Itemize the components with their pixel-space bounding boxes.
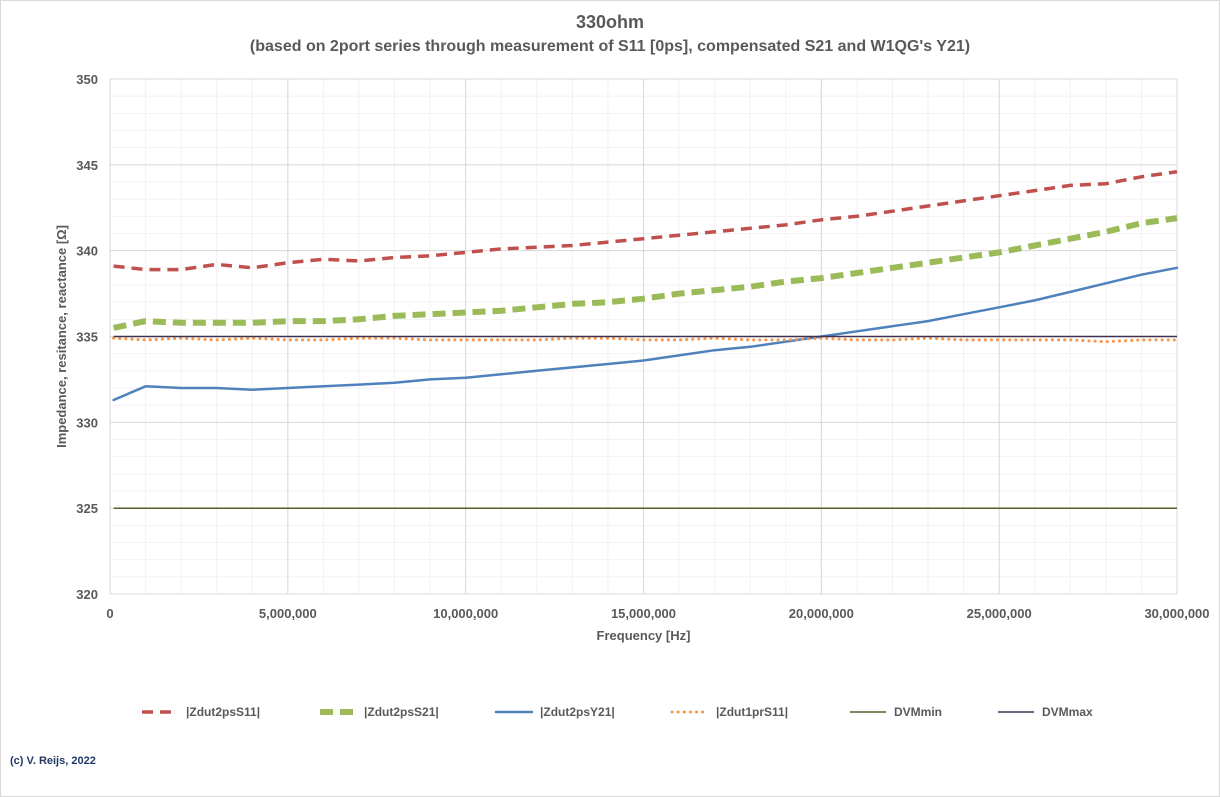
legend-label: |Zdut2psS21| xyxy=(364,705,439,719)
x-tick-label: 30,000,000 xyxy=(1144,606,1209,621)
legend-item: |Zdut1prS11| xyxy=(670,700,788,724)
y-tick-label: 345 xyxy=(76,158,98,173)
series-lines xyxy=(112,169,1179,509)
y-axis-ticks: 320 325 330 335 340 345 350 xyxy=(76,72,98,602)
legend-item: |Zdut2psS11| xyxy=(140,700,260,724)
legend-swatch xyxy=(850,711,886,713)
y-axis-label: Impedance, resitance, reactance [Ω] xyxy=(54,225,69,448)
x-tick-label: 0 xyxy=(106,606,113,621)
y-tick-label: 325 xyxy=(76,501,98,516)
y-tick-label: 340 xyxy=(76,244,98,259)
legend-swatch xyxy=(670,710,710,714)
legend-label: |Zdut1prS11| xyxy=(716,705,789,719)
chart-legend: |Zdut2psS11| |Zdut2psS21| |Zdut2psY21| |Zdu… xyxy=(0,700,1220,724)
y-tick-label: 320 xyxy=(76,587,98,602)
legend-item: DVMmin xyxy=(848,700,942,724)
legend-swatch xyxy=(142,710,178,714)
x-tick-label: 25,000,000 xyxy=(967,606,1032,621)
legend-label: DVMmin xyxy=(894,705,942,719)
x-tick-label: 5,000,000 xyxy=(259,606,317,621)
x-tick-label: 20,000,000 xyxy=(789,606,854,621)
legend-item: |Zdut2psS21| xyxy=(318,700,439,724)
chart-subtitle: (based on 2port series through measureme… xyxy=(249,38,971,55)
series-line-3 xyxy=(112,266,1179,402)
y-tick-label: 330 xyxy=(76,415,98,430)
legend-label: DVMmax xyxy=(1042,705,1093,719)
series-line-2 xyxy=(112,215,1178,331)
x-axis-ticks: 0 5,000,000 10,000,000 15,000,000 20,000,000… xyxy=(106,606,1209,621)
legend-item: |Zdut2psY21| xyxy=(494,700,615,724)
x-tick-label: 10,000,000 xyxy=(433,606,498,621)
x-axis-label: Frequency [Hz] xyxy=(597,628,691,643)
chart-title: 330ohm xyxy=(575,12,645,32)
legend-item: DVMmax xyxy=(996,700,1093,724)
legend-swatch xyxy=(998,711,1034,713)
legend-label: |Zdut2psY21| xyxy=(540,705,615,719)
legend-swatch xyxy=(494,710,534,714)
series-line-4 xyxy=(112,336,1179,344)
series-line-1 xyxy=(113,169,1178,272)
legend-swatch xyxy=(320,709,356,715)
legend-label: |Zdut2psS11| xyxy=(186,705,261,719)
x-tick-label: 15,000,000 xyxy=(611,606,676,621)
y-tick-label: 335 xyxy=(76,330,98,345)
copyright-note: (c) V. Reijs, 2022 xyxy=(10,755,96,767)
y-tick-label: 350 xyxy=(76,72,98,87)
